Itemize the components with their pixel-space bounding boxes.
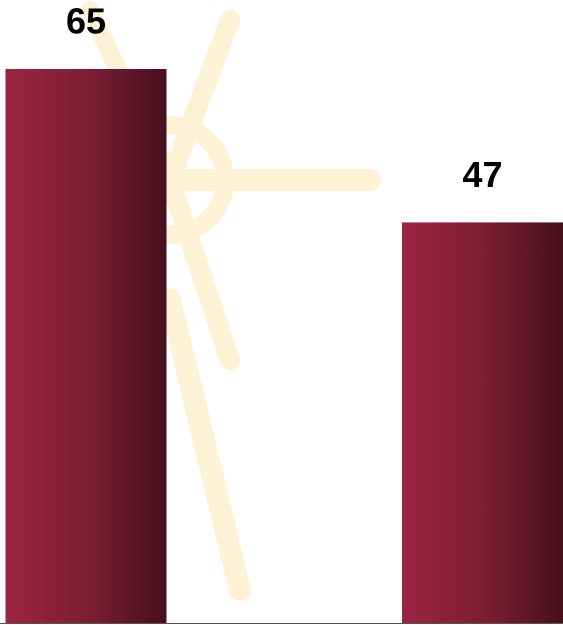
bar: [5, 69, 167, 623]
value-label: 47: [462, 154, 502, 195]
value-label: 65: [66, 1, 106, 42]
bar: [402, 222, 563, 623]
plot-area: 65 47: [5, 1, 563, 623]
